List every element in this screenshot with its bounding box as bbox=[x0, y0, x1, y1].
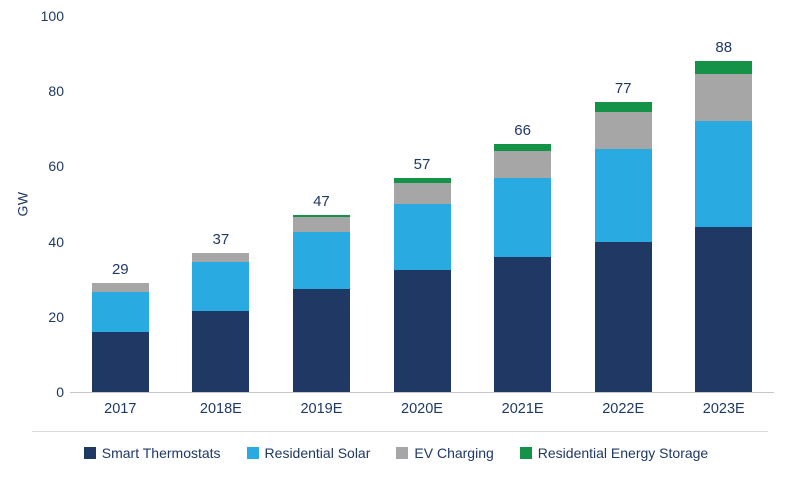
bar-total-label: 29 bbox=[111, 260, 129, 278]
bar-segment-residential-solar bbox=[91, 292, 149, 332]
x-tick-label: 2017 bbox=[104, 401, 137, 417]
legend-swatch bbox=[246, 447, 259, 459]
legend-item: Smart Thermostats bbox=[83, 445, 221, 461]
bar-segment-residential-energy-storage bbox=[494, 143, 552, 152]
bar-segment-residential-solar bbox=[594, 149, 652, 242]
y-tick-label: 60 bbox=[48, 158, 64, 175]
bar-column: 47 bbox=[271, 16, 372, 392]
legend-swatch bbox=[396, 447, 409, 459]
bar-stack bbox=[393, 177, 451, 392]
bar-segment-ev-charging bbox=[695, 74, 753, 122]
bar-segment-residential-energy-storage bbox=[292, 215, 350, 218]
bar-total-label: 57 bbox=[413, 155, 431, 173]
legend-label: Residential Solar bbox=[264, 445, 371, 461]
legend-item: Residential Energy Storage bbox=[519, 445, 709, 461]
y-tick-label: 80 bbox=[48, 83, 64, 100]
bar-total-label: 47 bbox=[313, 193, 330, 211]
bar-stack bbox=[91, 282, 149, 392]
x-tick-label: 2020E bbox=[401, 401, 443, 417]
bar-column: 66 bbox=[472, 16, 573, 392]
legend-item: EV Charging bbox=[396, 445, 494, 461]
x-tick-label: 2019E bbox=[300, 401, 343, 417]
bar-column: 57 bbox=[372, 16, 473, 392]
plot-row: GW 0 20 40 60 80 100 29 37 47 57 66 77 88 bbox=[10, 9, 782, 399]
plot-area: 29 37 47 57 66 77 88 bbox=[70, 16, 774, 393]
legend-swatch bbox=[519, 447, 532, 459]
legend-label: Residential Energy Storage bbox=[537, 445, 709, 461]
legend-swatch bbox=[83, 447, 96, 459]
y-tick-label: 100 bbox=[40, 8, 64, 24]
legend: Smart Thermostats Residential Solar EV Cha… bbox=[10, 432, 782, 461]
bar-stack bbox=[594, 102, 652, 392]
bar-stack bbox=[695, 61, 753, 392]
bar-segment-ev-charging bbox=[192, 252, 250, 263]
x-tick-label: 2021E bbox=[501, 401, 544, 417]
y-tick-label: 20 bbox=[48, 308, 64, 325]
bar-segment-residential-solar bbox=[695, 121, 753, 227]
bar-stack bbox=[494, 143, 552, 392]
x-axis-row: 2017 2018E 2019E 2020E 2021E 2022E 2023E bbox=[10, 392, 774, 417]
bar-segment-ev-charging bbox=[292, 217, 350, 233]
bar-segment-ev-charging bbox=[494, 151, 552, 178]
bar-segment-smart-thermostats bbox=[393, 269, 451, 392]
bar-segment-residential-energy-storage bbox=[594, 102, 652, 112]
bar-segment-residential-solar bbox=[292, 232, 350, 289]
bar-stack bbox=[192, 252, 250, 392]
legend-item: Residential Solar bbox=[246, 445, 371, 461]
bar-column: 29 bbox=[70, 16, 171, 392]
y-axis-labels: 0 20 40 60 80 100 bbox=[36, 9, 70, 399]
bar-segment-ev-charging bbox=[393, 183, 451, 204]
x-tick-label: 2022E bbox=[602, 401, 645, 417]
bar-segment-smart-thermostats bbox=[292, 288, 350, 392]
legend-label: Smart Thermostats bbox=[101, 445, 221, 461]
bar-segment-residential-energy-storage bbox=[393, 177, 451, 184]
bar-stack bbox=[292, 215, 350, 392]
bar-total-label: 77 bbox=[614, 80, 632, 98]
bar-column: 77 bbox=[573, 16, 674, 392]
x-tick-label: 2018E bbox=[199, 401, 242, 417]
bar-segment-smart-thermostats bbox=[494, 256, 552, 392]
bar-segment-smart-thermostats bbox=[695, 226, 753, 392]
legend-label: EV Charging bbox=[414, 445, 494, 461]
bar-segment-smart-thermostats bbox=[594, 241, 652, 392]
bar-segment-smart-thermostats bbox=[192, 311, 250, 392]
bar-total-label: 88 bbox=[715, 39, 733, 57]
bar-segment-residential-energy-storage bbox=[695, 61, 753, 75]
y-axis-title: GW bbox=[10, 16, 36, 392]
bar-column: 88 bbox=[673, 16, 774, 392]
bar-segment-residential-solar bbox=[393, 204, 451, 270]
bar-total-label: 66 bbox=[514, 121, 531, 139]
x-tick-label: 2023E bbox=[702, 401, 745, 417]
y-tick-label: 40 bbox=[48, 233, 64, 250]
bar-column: 37 bbox=[171, 16, 272, 392]
legend-divider bbox=[32, 431, 768, 432]
y-axis-title-text: GW bbox=[14, 191, 31, 217]
bar-segment-ev-charging bbox=[91, 282, 149, 293]
x-axis-labels: 2017 2018E 2019E 2020E 2021E 2022E 2023E bbox=[70, 392, 774, 417]
bar-segment-smart-thermostats bbox=[91, 331, 149, 392]
bar-segment-residential-solar bbox=[192, 262, 250, 312]
bar-segment-residential-solar bbox=[494, 177, 552, 257]
y-tick-label: 0 bbox=[56, 384, 64, 400]
bar-segment-ev-charging bbox=[594, 111, 652, 150]
bar-total-label: 37 bbox=[212, 230, 230, 248]
